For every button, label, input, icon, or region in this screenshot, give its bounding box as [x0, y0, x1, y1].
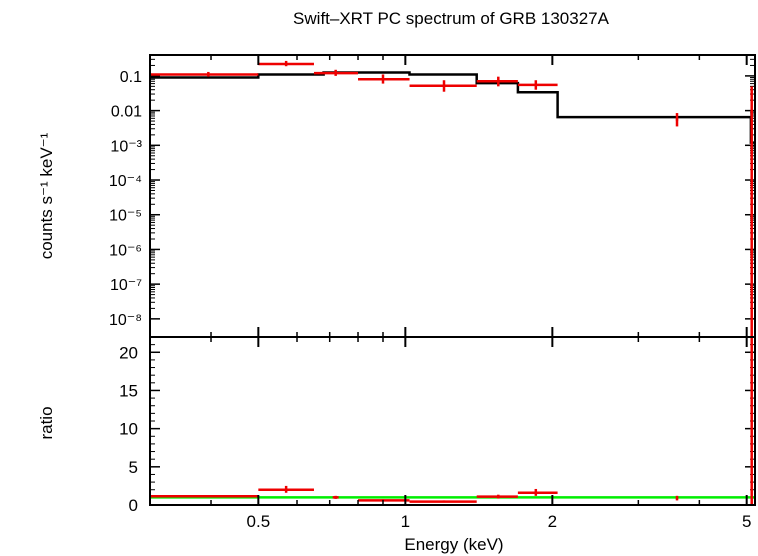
data-point — [476, 76, 518, 87]
bottom-y-ticks: 0 5 10 15 20 — [119, 343, 755, 515]
top-y-axis-label: counts s⁻¹ keV⁻¹ — [37, 132, 56, 259]
top-y-tick-label: 10⁻⁶ — [109, 242, 142, 259]
data-point — [750, 337, 753, 505]
data-points — [150, 60, 753, 337]
data-point — [258, 60, 314, 67]
ratio-points — [150, 337, 753, 505]
model-step-line — [150, 71, 755, 144]
top-plot-frame — [149, 54, 756, 338]
data-point — [675, 495, 679, 501]
bottom-y-tick-label: 5 — [129, 458, 138, 477]
bottom-plot-frame — [149, 336, 756, 506]
x-tick-label: 5 — [742, 512, 751, 531]
top-y-tick-label: 10⁻⁷ — [110, 277, 142, 294]
data-point — [150, 494, 259, 498]
top-y-tick-label: 0.1 — [120, 69, 142, 86]
top-y-tick-label: 10⁻⁸ — [109, 312, 142, 329]
data-point — [675, 113, 679, 127]
bottom-panel: 0 5 10 15 20 ratio 0.5 1 2 5 Energy (keV) — [37, 55, 756, 554]
x-ticks: 0.5 1 2 5 — [210, 55, 751, 531]
data-point — [332, 495, 339, 499]
data-point — [150, 71, 259, 77]
model-step-path — [150, 71, 755, 144]
top-y-tick-label: 0.01 — [111, 104, 142, 121]
chart-title: Swift–XRT PC spectrum of GRB 130327A — [293, 9, 610, 28]
x-tick-label: 2 — [548, 512, 557, 531]
x-tick-label: 1 — [401, 512, 410, 531]
bottom-y-tick-label: 0 — [129, 496, 138, 515]
x-tick-label: 0.5 — [247, 512, 271, 531]
data-point — [358, 74, 410, 84]
bottom-y-tick-label: 15 — [119, 381, 138, 400]
top-y-tick-label: 10⁻³ — [110, 138, 142, 155]
data-point — [476, 494, 518, 499]
top-y-tick-label: 10⁻⁵ — [109, 208, 142, 225]
data-point — [517, 80, 558, 90]
x-axis-label: Energy (keV) — [404, 535, 503, 554]
bottom-y-tick-label: 20 — [119, 343, 138, 362]
data-point — [358, 499, 410, 502]
data-point — [313, 69, 359, 76]
data-point — [258, 485, 314, 493]
top-y-ticks: 0.1 0.01 10⁻³ 10⁻⁴ 10⁻⁵ 10⁻⁶ 10⁻⁷ 10⁻⁸ — [109, 58, 755, 329]
data-point — [750, 86, 753, 337]
bottom-y-axis-label: ratio — [37, 406, 56, 439]
data-point — [409, 500, 477, 503]
data-point — [409, 80, 477, 92]
bottom-y-tick-label: 10 — [119, 420, 138, 439]
top-y-tick-label: 10⁻⁴ — [109, 173, 142, 190]
data-point — [517, 488, 558, 496]
top-panel: 0.1 0.01 10⁻³ 10⁻⁴ 10⁻⁵ 10⁻⁶ 10⁻⁷ 10⁻⁸ counts s… — [37, 54, 756, 338]
